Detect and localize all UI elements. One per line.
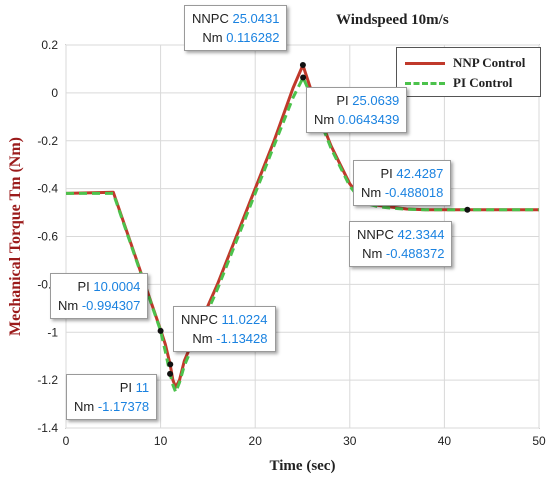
datatip-markers bbox=[157, 62, 471, 377]
y-tick-label: -1.4 bbox=[37, 421, 58, 435]
x-axis-label: Time (sec) bbox=[270, 458, 336, 474]
y-tick-label: -1.2 bbox=[37, 373, 58, 387]
grid-lines bbox=[65, 44, 540, 429]
datatip-marker bbox=[299, 62, 306, 69]
x-tick-label: 40 bbox=[438, 434, 452, 448]
legend-swatch-pi bbox=[405, 81, 445, 85]
legend: NNP Control PI Control bbox=[396, 47, 541, 97]
datatip-pi-drop: PI 10.0004 Nm -0.994307 bbox=[50, 273, 149, 319]
datatip-marker bbox=[157, 327, 164, 334]
datatip-marker bbox=[167, 361, 174, 368]
datatip-pi-dip: PI 11 Nm -1.17378 bbox=[66, 374, 158, 420]
y-axis-ticks: 0.20-0.2-0.4-0.6-0.8-1-1.2-1.4 bbox=[37, 38, 58, 435]
chart-title: Windspeed 10m/s bbox=[336, 12, 449, 28]
y-tick-label: 0.2 bbox=[41, 38, 58, 52]
datatip-nnpc-steady: NNPC 42.3344 Nm -0.488372 bbox=[349, 221, 453, 267]
y-tick-label: 0 bbox=[51, 86, 58, 100]
datatip-nnpc-peak: NNPC 25.0431 Nm 0.116282 bbox=[184, 5, 288, 51]
y-tick-label: -0.6 bbox=[37, 230, 58, 244]
datatip-marker bbox=[300, 74, 307, 81]
x-tick-label: 0 bbox=[63, 434, 70, 448]
x-tick-label: 10 bbox=[154, 434, 168, 448]
legend-label-nnp: NNP Control bbox=[453, 55, 526, 70]
y-tick-label: -0.2 bbox=[37, 134, 58, 148]
legend-item-nnp: NNP Control bbox=[405, 54, 525, 72]
y-axis-label: Mechanical Torque Tm (Nm) bbox=[7, 137, 24, 336]
legend-item-pi: PI Control bbox=[405, 74, 512, 92]
legend-label-pi: PI Control bbox=[453, 75, 513, 90]
datatip-marker bbox=[167, 370, 174, 377]
x-tick-label: 20 bbox=[249, 434, 263, 448]
y-tick-label: -1 bbox=[47, 325, 58, 339]
datatip-nnpc-dip: NNPC 11.0224 Nm -1.13428 bbox=[173, 306, 276, 352]
datatip-pi-peak: PI 25.0639 Nm 0.0643439 bbox=[306, 87, 408, 133]
datatip-pi-steady: PI 42.4287 Nm -0.488018 bbox=[353, 160, 452, 206]
datatip-marker bbox=[464, 206, 471, 213]
legend-swatch-nnp bbox=[405, 61, 445, 65]
x-tick-label: 50 bbox=[532, 434, 546, 448]
x-tick-label: 30 bbox=[343, 434, 357, 448]
y-tick-label: -0.4 bbox=[37, 182, 58, 196]
x-axis-ticks: 0 10 20 30 40 50 bbox=[63, 434, 546, 448]
